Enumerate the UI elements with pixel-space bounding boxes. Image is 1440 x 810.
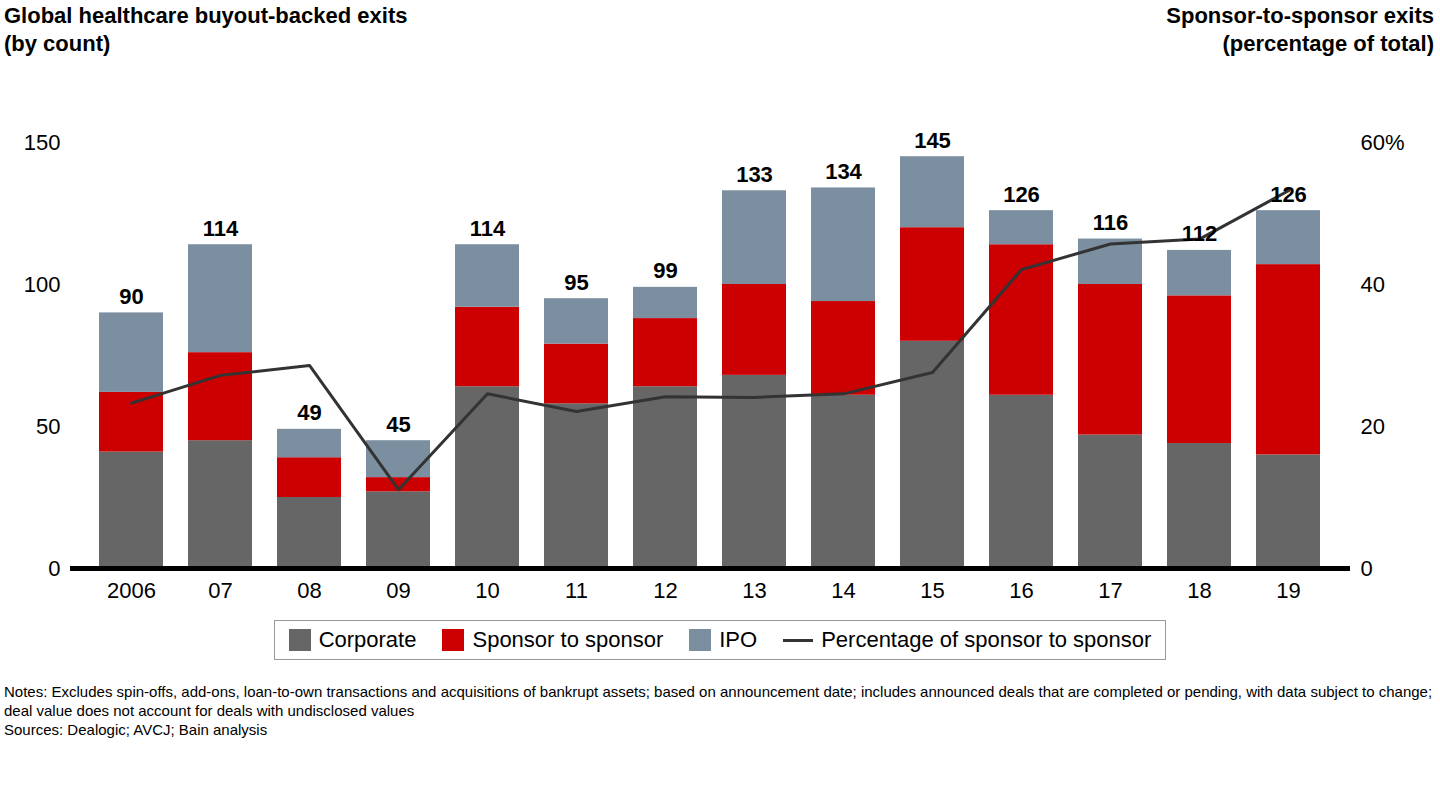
svg-text:11: 11 xyxy=(565,578,588,603)
svg-text:19: 19 xyxy=(1276,578,1300,603)
svg-text:2006: 2006 xyxy=(107,578,156,603)
svg-text:90: 90 xyxy=(119,284,143,309)
svg-text:145: 145 xyxy=(914,128,951,153)
svg-text:50: 50 xyxy=(36,414,60,439)
svg-text:116: 116 xyxy=(1093,210,1129,235)
svg-text:100: 100 xyxy=(24,272,61,297)
svg-text:09: 09 xyxy=(386,578,410,603)
svg-text:13: 13 xyxy=(742,578,766,603)
svg-text:14: 14 xyxy=(831,578,855,603)
svg-text:150: 150 xyxy=(24,130,61,155)
html-text:IPO: IPO xyxy=(719,627,758,652)
html-text:Sources: Dealogic; AVCJ; Bain: Sources: Dealogic; AVCJ; Bain analysis xyxy=(4,721,268,738)
svg-text:0: 0 xyxy=(1361,556,1373,581)
svg-text:10: 10 xyxy=(475,578,499,603)
svg-text:18: 18 xyxy=(1187,578,1211,603)
svg-text:07: 07 xyxy=(208,578,232,603)
html-text:Sponsor-to-sponsor exits (perc: Sponsor-to-sponsor exits (percentage of … xyxy=(1166,3,1434,56)
svg-text:16: 16 xyxy=(1009,578,1033,603)
svg-text:15: 15 xyxy=(920,578,944,603)
svg-text:40: 40 xyxy=(1361,272,1385,297)
svg-text:112: 112 xyxy=(1182,221,1218,246)
html-text:Notes: Excludes spin-offs, add: Notes: Excludes spin-offs, add-ons, loan… xyxy=(4,683,1433,719)
html-text:Sponsor to sponsor: Sponsor to sponsor xyxy=(472,627,664,652)
svg-text:114: 114 xyxy=(470,216,506,241)
svg-text:45: 45 xyxy=(386,412,410,437)
svg-text:49: 49 xyxy=(297,400,321,425)
svg-text:0: 0 xyxy=(48,556,60,581)
html-text:Global healthcare buyout-backe: Global healthcare buyout-backed exits (b… xyxy=(4,3,408,56)
svg-text:60%: 60% xyxy=(1361,130,1405,155)
svg-text:126: 126 xyxy=(1270,182,1307,207)
svg-text:95: 95 xyxy=(564,270,588,295)
svg-text:99: 99 xyxy=(653,258,677,283)
html-text:Percentage of sponsor to spons: Percentage of sponsor to sponsor xyxy=(821,627,1152,652)
svg-text:114: 114 xyxy=(203,216,239,241)
svg-text:133: 133 xyxy=(736,162,773,187)
html-text:Corporate: Corporate xyxy=(318,627,417,652)
svg-text:17: 17 xyxy=(1098,578,1122,603)
svg-text:20: 20 xyxy=(1361,414,1385,439)
svg-text:12: 12 xyxy=(653,578,677,603)
svg-text:126: 126 xyxy=(1003,182,1040,207)
svg-text:134: 134 xyxy=(825,159,862,184)
svg-text:08: 08 xyxy=(297,578,321,603)
